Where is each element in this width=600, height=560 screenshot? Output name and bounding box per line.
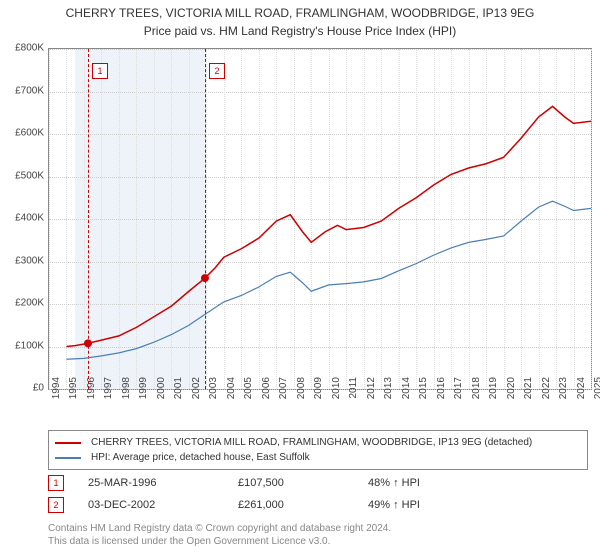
x-tick-label: 1998 xyxy=(121,377,132,407)
x-tick-label: 2006 xyxy=(261,377,272,407)
footer: Contains HM Land Registry data © Crown c… xyxy=(48,522,391,548)
x-tick-label: 2019 xyxy=(488,377,499,407)
title-area: CHERRY TREES, VICTORIA MILL ROAD, FRAMLI… xyxy=(0,0,600,38)
x-tick-label: 2003 xyxy=(208,377,219,407)
y-tick-label: £400K xyxy=(4,213,44,224)
y-tick-label: £100K xyxy=(4,340,44,351)
event-badge: 1 xyxy=(48,475,64,491)
x-tick-label: 2004 xyxy=(226,377,237,407)
y-tick-label: £300K xyxy=(4,255,44,266)
event-table: 1 25-MAR-1996 £107,500 48% ↑ HPI 2 03-DE… xyxy=(48,472,588,516)
event-pct: 49% ↑ HPI xyxy=(368,499,478,511)
legend-label: CHERRY TREES, VICTORIA MILL ROAD, FRAMLI… xyxy=(91,437,532,448)
x-tick-label: 1997 xyxy=(103,377,114,407)
x-tick-label: 2022 xyxy=(541,377,552,407)
legend-item: CHERRY TREES, VICTORIA MILL ROAD, FRAMLI… xyxy=(55,435,581,450)
footer-line: Contains HM Land Registry data © Crown c… xyxy=(48,522,391,535)
x-tick-label: 2012 xyxy=(366,377,377,407)
x-tick-label: 2024 xyxy=(576,377,587,407)
x-tick-label: 2025 xyxy=(593,377,600,407)
x-tick-label: 2002 xyxy=(191,377,202,407)
y-tick-label: £700K xyxy=(4,85,44,96)
x-tick-label: 1999 xyxy=(138,377,149,407)
x-tick-label: 2005 xyxy=(243,377,254,407)
legend: CHERRY TREES, VICTORIA MILL ROAD, FRAMLI… xyxy=(48,430,588,470)
legend-item: HPI: Average price, detached house, East… xyxy=(55,450,581,465)
event-price: £107,500 xyxy=(238,477,368,489)
x-tick-label: 2009 xyxy=(313,377,324,407)
x-tick-label: 2007 xyxy=(278,377,289,407)
legend-swatch xyxy=(55,457,81,459)
event-row: 1 25-MAR-1996 £107,500 48% ↑ HPI xyxy=(48,472,588,494)
x-tick-label: 2015 xyxy=(418,377,429,407)
x-tick-label: 1996 xyxy=(86,377,97,407)
event-badge: 2 xyxy=(48,497,64,513)
x-tick-label: 1995 xyxy=(68,377,79,407)
x-tick-label: 2014 xyxy=(401,377,412,407)
event-pct: 48% ↑ HPI xyxy=(368,477,478,489)
x-tick-label: 2001 xyxy=(173,377,184,407)
x-tick-label: 2023 xyxy=(558,377,569,407)
y-tick-label: £200K xyxy=(4,298,44,309)
x-tick-label: 2013 xyxy=(383,377,394,407)
x-tick-label: 2020 xyxy=(506,377,517,407)
y-tick-label: £0 xyxy=(4,383,44,394)
x-tick-label: 1994 xyxy=(51,377,62,407)
chart-title: CHERRY TREES, VICTORIA MILL ROAD, FRAMLI… xyxy=(0,6,600,22)
legend-label: HPI: Average price, detached house, East… xyxy=(91,452,310,463)
y-tick-label: £600K xyxy=(4,128,44,139)
chart-subtitle: Price paid vs. HM Land Registry's House … xyxy=(0,24,600,38)
legend-swatch xyxy=(55,442,81,444)
plot-area: 12 xyxy=(48,48,592,390)
chart-container: CHERRY TREES, VICTORIA MILL ROAD, FRAMLI… xyxy=(0,0,600,560)
y-tick-label: £800K xyxy=(4,43,44,54)
x-tick-label: 2016 xyxy=(436,377,447,407)
event-price: £261,000 xyxy=(238,499,368,511)
x-tick-label: 2018 xyxy=(471,377,482,407)
x-tick-label: 2021 xyxy=(523,377,534,407)
x-tick-label: 2010 xyxy=(331,377,342,407)
x-tick-label: 2000 xyxy=(156,377,167,407)
x-tick-label: 2011 xyxy=(348,377,359,407)
y-tick-label: £500K xyxy=(4,170,44,181)
x-tick-label: 2017 xyxy=(453,377,464,407)
x-tick-label: 2008 xyxy=(296,377,307,407)
event-row: 2 03-DEC-2002 £261,000 49% ↑ HPI xyxy=(48,494,588,516)
footer-line: This data is licensed under the Open Gov… xyxy=(48,535,391,548)
event-date: 25-MAR-1996 xyxy=(88,477,238,489)
event-date: 03-DEC-2002 xyxy=(88,499,238,511)
